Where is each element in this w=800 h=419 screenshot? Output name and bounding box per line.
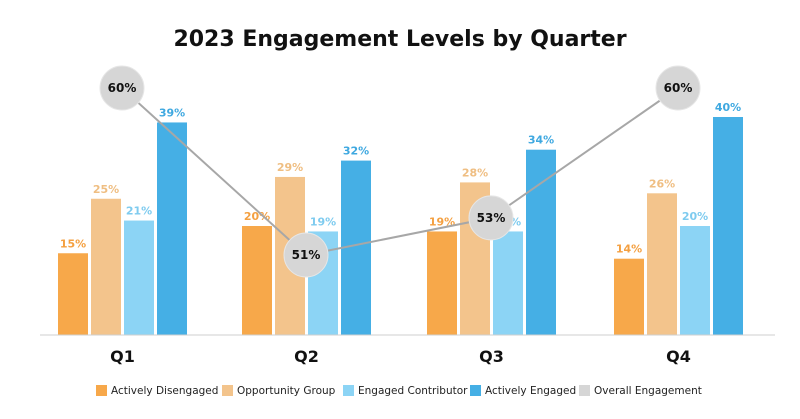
overall-engagement-point-q2 xyxy=(283,232,329,278)
bar-actively-engaged-q1 xyxy=(157,122,187,335)
legend-swatch-overall-engagement xyxy=(579,385,590,396)
overall-engagement-value-label: 60% xyxy=(664,81,693,95)
overall-engagement-point-q4 xyxy=(655,65,701,111)
bar-value-label: 34% xyxy=(528,134,554,147)
bar-opportunity-group-q4 xyxy=(647,193,677,335)
bar-opportunity-group-q1 xyxy=(91,198,121,335)
legend-swatch-actively-engaged xyxy=(470,385,481,396)
bar-actively-disengaged-q2 xyxy=(242,226,272,335)
legend-label-overall-engagement: Overall Engagement xyxy=(594,385,702,397)
overall-engagement-value-label: 53% xyxy=(477,211,506,225)
bar-value-label: 40% xyxy=(715,101,741,114)
bar-actively-disengaged-q1 xyxy=(58,253,88,335)
legend-swatch-opportunity-group xyxy=(222,385,233,396)
overall-engagement-polyline xyxy=(121,87,679,257)
overall-engagement-point-q1 xyxy=(99,65,145,111)
legend-swatch-actively-disengaged xyxy=(96,385,107,396)
bar-value-label: 19% xyxy=(310,215,336,228)
bar-value-label: 20% xyxy=(682,210,708,223)
bar-actively-engaged-q3 xyxy=(526,149,556,335)
bar-engaged-contributor-q3 xyxy=(493,231,523,335)
bar-value-label: 15% xyxy=(60,237,86,250)
bar-value-label: 28% xyxy=(462,166,488,179)
legend-label-actively-engaged: Actively Engaged xyxy=(485,385,576,397)
legend-swatch-engaged-contributor xyxy=(343,385,354,396)
bar-engaged-contributor-q4 xyxy=(680,226,710,335)
bar-value-label: 29% xyxy=(277,161,303,174)
legend: Actively Disengaged Opportunity Group Enga… xyxy=(96,385,702,397)
bar-actively-disengaged-q3 xyxy=(427,231,457,335)
bar-engaged-contributor-q1 xyxy=(124,220,154,335)
category-label-q4: Q4 xyxy=(666,347,691,366)
legend-label-actively-disengaged: Actively Disengaged xyxy=(111,385,218,397)
bar-value-label: 14% xyxy=(616,243,642,256)
bar-value-label: 19% xyxy=(429,215,455,228)
bar-value-label: 32% xyxy=(343,145,369,158)
overall-engagement-point-q3 xyxy=(468,195,514,241)
bar-value-label: 25% xyxy=(93,183,119,196)
category-label-q3: Q3 xyxy=(479,347,504,366)
bar-value-label: 20% xyxy=(244,210,270,223)
bar-value-label: 39% xyxy=(159,106,185,119)
category-label-q2: Q2 xyxy=(294,347,319,366)
overall-engagement-value-label: 51% xyxy=(292,248,321,262)
legend-label-opportunity-group: Opportunity Group xyxy=(237,385,336,397)
overall-engagement-value-label: 60% xyxy=(108,81,137,95)
bar-value-label: 21% xyxy=(126,205,152,218)
bar-actively-engaged-q4 xyxy=(713,117,743,335)
legend-label-engaged-contributor: Engaged Contributor xyxy=(358,385,468,397)
bars-layer xyxy=(58,117,743,335)
bar-value-label: 26% xyxy=(649,177,675,190)
category-label-q1: Q1 xyxy=(110,347,135,366)
category-labels: Q1 Q2 Q3 Q4 xyxy=(110,347,691,366)
chart-title: 2023 Engagement Levels by Quarter xyxy=(173,27,626,52)
bar-actively-disengaged-q4 xyxy=(614,258,644,335)
overall-engagement-line: 60% 51% 53% 60% xyxy=(99,65,701,278)
